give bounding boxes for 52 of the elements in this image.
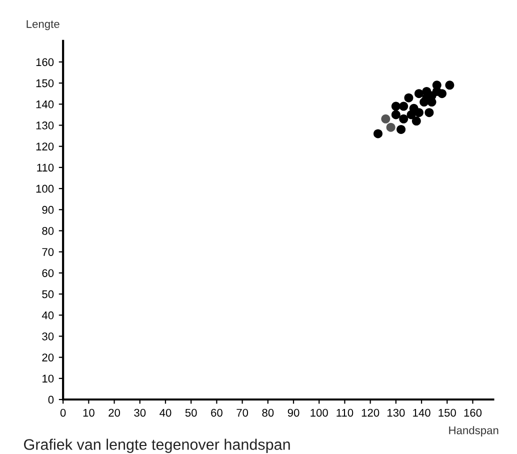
point	[386, 122, 396, 132]
point	[438, 89, 447, 98]
point	[412, 116, 421, 126]
point	[414, 89, 424, 98]
point	[404, 93, 414, 102]
x-tick-label: 40	[160, 408, 172, 417]
x-tick-label: 110	[336, 408, 354, 417]
point	[391, 102, 400, 111]
x-axis-title: Handspan	[449, 426, 498, 436]
point	[391, 110, 400, 120]
y-tick-label: 130	[36, 122, 54, 130]
y-tick-label: 10	[42, 374, 54, 383]
x-tick-label: 160	[464, 408, 482, 417]
x-tick-label: 0	[60, 408, 66, 417]
y-tick-label: 70	[42, 248, 54, 256]
point	[381, 114, 390, 124]
x-tick-label: 150	[438, 408, 456, 417]
y-tick-label: 90	[42, 206, 54, 214]
x-tick-label: 10	[83, 408, 94, 417]
point	[424, 108, 434, 118]
y-tick-label: 160	[36, 58, 54, 66]
point	[399, 102, 408, 111]
x-tick-label: 30	[134, 408, 146, 417]
y-tick-label: 40	[42, 311, 54, 320]
x-tick-label: 90	[288, 408, 300, 417]
x-tick-label: 60	[211, 408, 222, 417]
y-tick-label: 80	[42, 227, 54, 235]
x-tick-label: 20	[108, 408, 120, 417]
x-tick-label: 80	[262, 408, 274, 417]
y-tick-label: 140	[36, 100, 54, 108]
y-tick-label: 50	[42, 290, 54, 298]
point	[414, 108, 424, 118]
y-tick-label: 150	[36, 79, 54, 88]
x-tick-label: 120	[362, 408, 380, 417]
y-tick-label: 20	[42, 354, 54, 362]
y-tick-label: 30	[42, 332, 54, 340]
point	[396, 124, 406, 134]
y-tick-label: 110	[37, 164, 54, 172]
x-tick-label: 70	[236, 408, 248, 417]
point	[374, 129, 382, 138]
x-tick-label: 50	[185, 408, 197, 417]
text: Grafiek van lengte tegenover handspan	[24, 438, 290, 453]
y-axis-title: Lengte	[26, 20, 60, 30]
x-tick-label: 130	[388, 408, 405, 417]
x-tick-label: 140	[413, 408, 430, 417]
point	[399, 114, 408, 124]
y-tick-label: 60	[42, 269, 54, 278]
y-tick-label: 0	[48, 396, 54, 404]
x-tick-label: 100	[310, 408, 328, 417]
point	[445, 80, 454, 90]
y-tick-label: 100	[36, 184, 54, 193]
y-tick-label: 120	[36, 142, 54, 150]
